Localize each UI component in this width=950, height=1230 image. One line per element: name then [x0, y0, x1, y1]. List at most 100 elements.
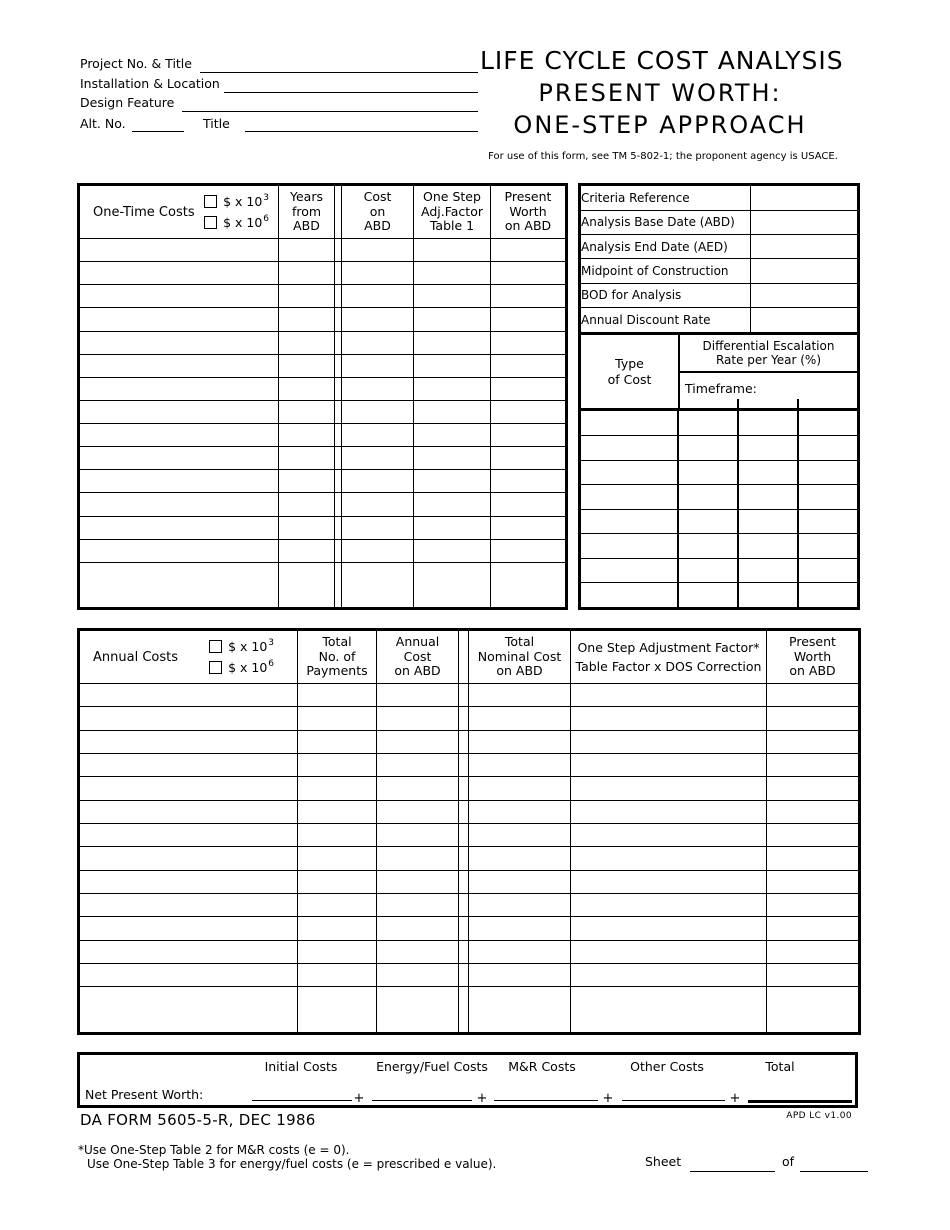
total-nominal-cost-cell[interactable] — [468, 822, 571, 848]
total-payments-cell[interactable] — [297, 776, 377, 801]
total-payments-cell[interactable] — [297, 799, 377, 824]
cost-description-cell[interactable] — [78, 822, 298, 848]
present-worth-cell[interactable] — [766, 846, 860, 871]
scale-millions-checkbox[interactable] — [209, 660, 223, 674]
years-from-abd-cell[interactable] — [278, 469, 335, 494]
escalation-rate-cell[interactable] — [797, 411, 857, 436]
analysis-base-date-value[interactable] — [749, 209, 857, 235]
total-payments-cell[interactable] — [297, 752, 377, 778]
cost-on-abd-cell[interactable] — [341, 422, 414, 448]
scale-millions-checkbox[interactable] — [204, 215, 218, 229]
project-no-title-input[interactable] — [200, 72, 478, 73]
total-nominal-cost-cell[interactable] — [468, 986, 571, 1034]
cost-description-cell[interactable] — [78, 515, 279, 540]
escalation-rate-cell[interactable] — [677, 459, 738, 485]
present-worth-cell[interactable] — [766, 892, 860, 918]
present-worth-cell[interactable] — [490, 492, 567, 517]
adj-factor-cell[interactable] — [413, 561, 491, 610]
total-payments-cell[interactable] — [297, 822, 377, 848]
adjustment-factor-cell[interactable] — [570, 682, 767, 708]
escalation-rate-cell[interactable] — [797, 533, 857, 558]
scale-thousands-checkbox[interactable] — [209, 640, 223, 654]
cost-on-abd-cell[interactable] — [341, 284, 414, 309]
years-from-abd-cell[interactable] — [278, 330, 335, 355]
annual-cost-abd-cell[interactable] — [376, 682, 459, 708]
annual-cost-abd-cell[interactable] — [376, 822, 459, 848]
total-payments-cell[interactable] — [297, 939, 377, 964]
years-from-abd-cell[interactable] — [278, 376, 335, 401]
annual-cost-abd-cell[interactable] — [376, 892, 459, 918]
total-payments-cell[interactable] — [297, 682, 377, 708]
adj-factor-cell[interactable] — [413, 307, 491, 332]
annual-cost-abd-cell[interactable] — [376, 776, 459, 801]
years-from-abd-cell[interactable] — [278, 261, 335, 286]
bod-analysis-value[interactable] — [749, 282, 857, 308]
escalation-rate-cell[interactable] — [677, 484, 738, 509]
total-payments-cell[interactable] — [297, 916, 377, 941]
total-nominal-cost-cell[interactable] — [468, 729, 571, 754]
escalation-rate-cell[interactable] — [797, 484, 857, 509]
present-worth-cell[interactable] — [766, 706, 860, 731]
adj-factor-cell[interactable] — [413, 284, 491, 309]
escalation-rate-cell[interactable] — [737, 411, 798, 436]
type-of-cost-cell[interactable] — [581, 557, 678, 583]
cost-on-abd-cell[interactable] — [341, 307, 414, 332]
total-payments-cell[interactable] — [297, 986, 377, 1034]
cost-description-cell[interactable] — [78, 492, 279, 517]
adjustment-factor-cell[interactable] — [570, 892, 767, 918]
type-of-cost-cell[interactable] — [581, 411, 678, 436]
present-worth-cell[interactable] — [766, 869, 860, 894]
annual-cost-abd-cell[interactable] — [376, 706, 459, 731]
annual-cost-abd-cell[interactable] — [376, 986, 459, 1034]
escalation-rate-cell[interactable] — [737, 435, 798, 460]
cost-description-cell[interactable] — [78, 869, 298, 894]
cost-description-cell[interactable] — [78, 469, 279, 494]
cost-description-cell[interactable] — [78, 422, 279, 448]
present-worth-cell[interactable] — [766, 682, 860, 708]
total-nominal-cost-cell[interactable] — [468, 846, 571, 871]
adj-factor-cell[interactable] — [413, 422, 491, 448]
present-worth-cell[interactable] — [766, 729, 860, 754]
total-payments-cell[interactable] — [297, 892, 377, 918]
adj-factor-cell[interactable] — [413, 376, 491, 401]
present-worth-cell[interactable] — [490, 469, 567, 494]
years-from-abd-cell[interactable] — [278, 446, 335, 471]
adjustment-factor-cell[interactable] — [570, 939, 767, 964]
annual-cost-abd-cell[interactable] — [376, 916, 459, 941]
cost-on-abd-cell[interactable] — [341, 330, 414, 355]
cost-description-cell[interactable] — [78, 776, 298, 801]
cost-description-cell[interactable] — [78, 307, 279, 332]
cost-description-cell[interactable] — [78, 446, 279, 471]
present-worth-cell[interactable] — [490, 399, 567, 425]
cost-description-cell[interactable] — [78, 538, 279, 563]
years-from-abd-cell[interactable] — [278, 353, 335, 378]
annual-cost-abd-cell[interactable] — [376, 939, 459, 964]
installation-location-input[interactable] — [224, 92, 478, 93]
type-of-cost-cell[interactable] — [581, 459, 678, 485]
cost-description-cell[interactable] — [78, 682, 298, 708]
npw-energy-fuel-input[interactable] — [372, 1100, 472, 1101]
present-worth-cell[interactable] — [490, 422, 567, 448]
present-worth-cell[interactable] — [490, 261, 567, 286]
adjustment-factor-cell[interactable] — [570, 962, 767, 988]
cost-on-abd-cell[interactable] — [341, 237, 414, 263]
escalation-rate-cell[interactable] — [737, 533, 798, 558]
type-of-cost-cell[interactable] — [581, 582, 678, 607]
npw-initial-costs-input[interactable] — [252, 1100, 352, 1101]
present-worth-cell[interactable] — [490, 515, 567, 540]
adjustment-factor-cell[interactable] — [570, 869, 767, 894]
escalation-rate-cell[interactable] — [737, 459, 798, 485]
total-payments-cell[interactable] — [297, 846, 377, 871]
type-of-cost-cell[interactable] — [581, 533, 678, 558]
present-worth-cell[interactable] — [490, 284, 567, 309]
cost-on-abd-cell[interactable] — [341, 538, 414, 563]
cost-on-abd-cell[interactable] — [341, 515, 414, 540]
cost-on-abd-cell[interactable] — [341, 261, 414, 286]
cost-on-abd-cell[interactable] — [341, 399, 414, 425]
annual-cost-abd-cell[interactable] — [376, 729, 459, 754]
adjustment-factor-cell[interactable] — [570, 729, 767, 754]
cost-on-abd-cell[interactable] — [341, 353, 414, 378]
present-worth-cell[interactable] — [766, 916, 860, 941]
present-worth-cell[interactable] — [490, 330, 567, 355]
present-worth-cell[interactable] — [490, 237, 567, 263]
